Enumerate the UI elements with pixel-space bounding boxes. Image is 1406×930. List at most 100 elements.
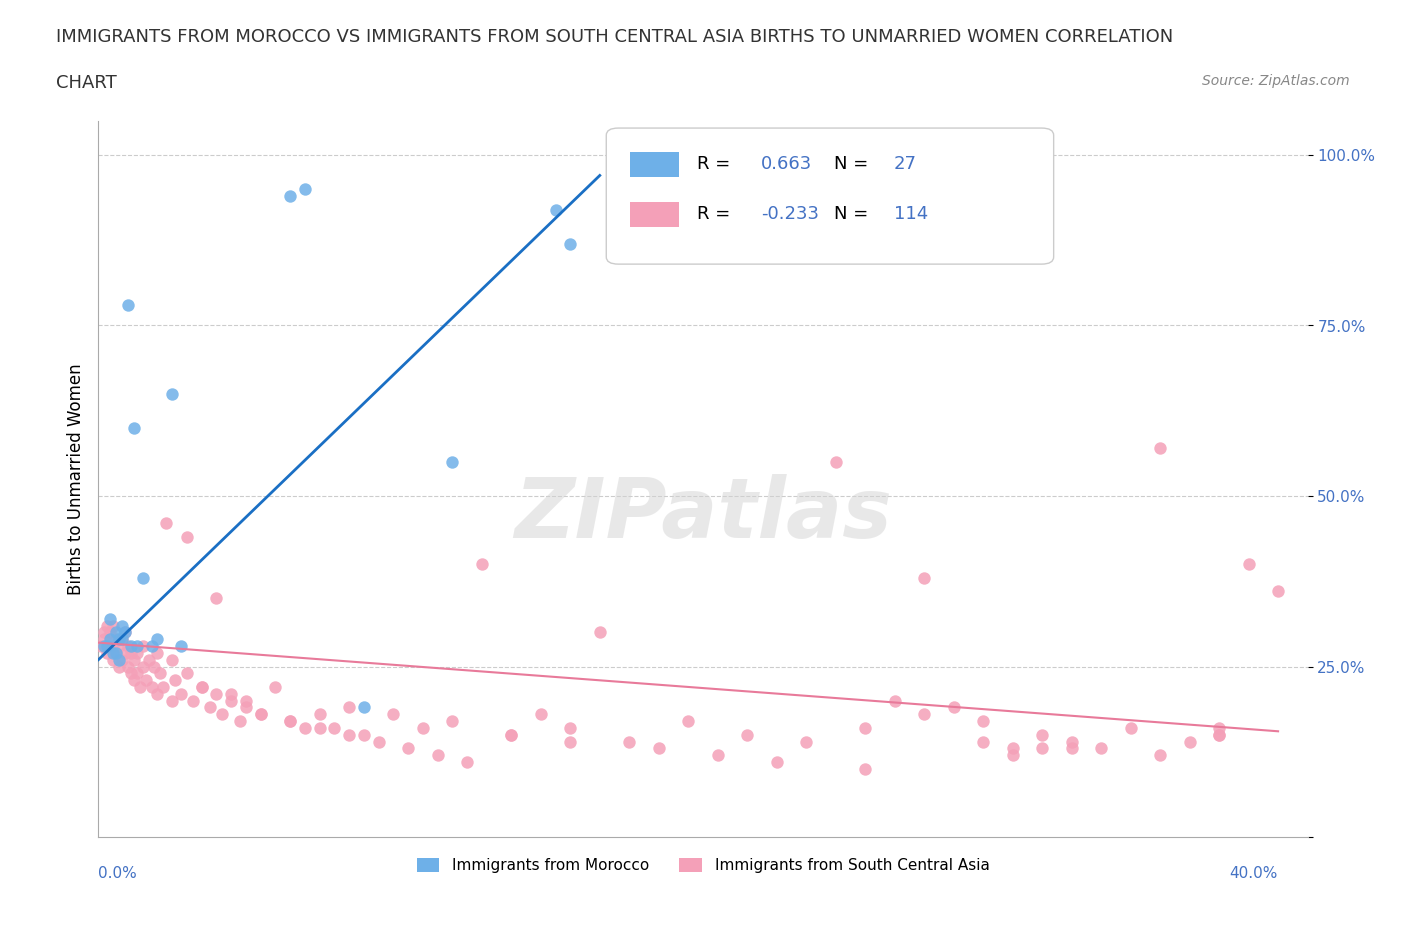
Point — [93, 639, 115, 654]
Point — [146, 686, 169, 701]
Point — [501, 727, 523, 742]
Point — [367, 734, 389, 749]
Point — [229, 713, 252, 728]
Point — [1001, 741, 1024, 756]
Text: -0.233: -0.233 — [761, 205, 820, 223]
Point — [456, 754, 478, 769]
Point — [308, 707, 330, 722]
Point — [96, 618, 118, 633]
Point — [128, 680, 150, 695]
Point — [1031, 741, 1053, 756]
Point — [219, 693, 242, 708]
Point — [308, 721, 330, 736]
Point — [96, 645, 118, 660]
Text: ZIPatlas: ZIPatlas — [515, 474, 891, 555]
Point — [264, 680, 287, 695]
Point — [120, 645, 142, 660]
Point — [170, 639, 193, 654]
Point — [1031, 727, 1053, 742]
Point — [135, 672, 157, 687]
Point — [942, 700, 965, 715]
Text: N =: N = — [834, 205, 873, 223]
Point — [160, 386, 183, 401]
Point — [105, 645, 128, 660]
Point — [1267, 584, 1289, 599]
Point — [152, 680, 174, 695]
Point — [1208, 727, 1230, 742]
Point — [143, 659, 166, 674]
Point — [146, 645, 169, 660]
Point — [678, 713, 700, 728]
Point — [131, 570, 153, 585]
Bar — [630, 202, 679, 227]
Point — [426, 748, 449, 763]
Point — [98, 611, 121, 626]
Point — [101, 652, 124, 667]
Point — [1060, 741, 1083, 756]
Point — [249, 707, 271, 722]
Point — [235, 700, 257, 715]
Point — [200, 700, 222, 715]
Point — [353, 727, 375, 742]
Point — [294, 181, 316, 196]
Point — [190, 680, 212, 695]
Point — [120, 639, 142, 654]
Point — [382, 707, 405, 722]
Point — [560, 734, 582, 749]
Point — [93, 625, 115, 640]
Point — [160, 693, 183, 708]
Point — [471, 557, 494, 572]
Point — [125, 666, 148, 681]
Point — [176, 529, 198, 544]
Point — [560, 236, 582, 251]
Point — [111, 631, 134, 646]
Point — [441, 713, 464, 728]
Point — [117, 298, 139, 312]
Point — [131, 639, 153, 654]
Point — [149, 666, 172, 681]
Point — [111, 618, 134, 633]
Point — [111, 652, 134, 667]
Point — [90, 639, 112, 654]
Text: CHART: CHART — [56, 74, 117, 92]
Point — [1178, 734, 1201, 749]
Point — [117, 639, 139, 654]
Text: 40.0%: 40.0% — [1230, 866, 1278, 881]
Point — [160, 652, 183, 667]
Point — [544, 202, 567, 217]
Point — [120, 666, 142, 681]
Point — [560, 721, 582, 736]
Point — [122, 420, 145, 435]
Text: N =: N = — [834, 155, 873, 173]
Point — [96, 639, 118, 654]
Point — [589, 625, 612, 640]
Point — [1090, 741, 1112, 756]
Point — [155, 516, 177, 531]
Point — [211, 707, 233, 722]
Point — [824, 455, 846, 470]
Point — [337, 700, 360, 715]
Point — [122, 672, 145, 687]
Point — [235, 693, 257, 708]
Point — [98, 639, 121, 654]
Point — [165, 672, 187, 687]
Point — [249, 707, 271, 722]
Text: 27: 27 — [894, 155, 917, 173]
Point — [1208, 721, 1230, 736]
Point — [101, 618, 124, 633]
Point — [337, 727, 360, 742]
Point — [294, 721, 316, 736]
Point — [98, 631, 121, 646]
Point — [105, 645, 128, 660]
Legend: Immigrants from Morocco, Immigrants from South Central Asia: Immigrants from Morocco, Immigrants from… — [411, 852, 995, 880]
Point — [125, 645, 148, 660]
Point — [105, 625, 128, 640]
Text: 0.663: 0.663 — [761, 155, 813, 173]
Point — [114, 625, 136, 640]
Point — [972, 713, 994, 728]
Point — [1208, 727, 1230, 742]
Y-axis label: Births to Unmarried Women: Births to Unmarried Women — [66, 363, 84, 595]
Point — [1060, 734, 1083, 749]
Point — [1237, 557, 1260, 572]
Point — [278, 713, 301, 728]
